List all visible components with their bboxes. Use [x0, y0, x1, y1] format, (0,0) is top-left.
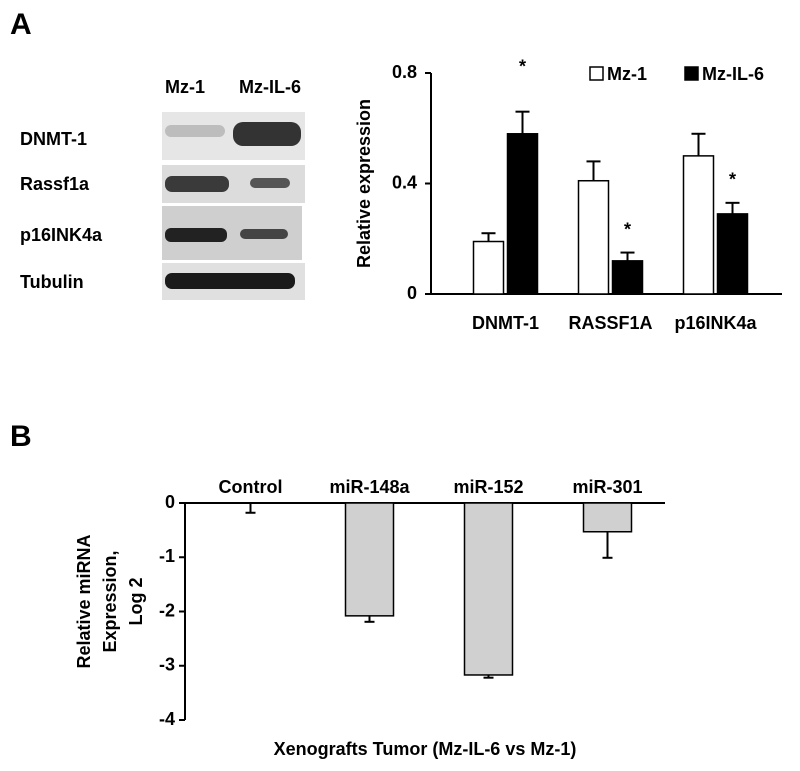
blot-band — [165, 228, 227, 242]
blot-band — [165, 176, 229, 192]
significance-label: * — [729, 170, 736, 190]
legend-label: Mz-IL-6 — [702, 64, 764, 84]
y-axis-title: Relative miRNA — [74, 534, 94, 668]
y-tick-label: -3 — [159, 655, 175, 675]
panel-label: A — [10, 8, 32, 41]
y-tick-label: 0.8 — [392, 62, 417, 82]
bar — [344, 502, 395, 617]
blot-band — [233, 122, 301, 146]
significance-label: * — [519, 56, 526, 76]
legend-swatch — [589, 66, 604, 81]
x-tick-label: miR-148a — [329, 477, 410, 497]
lane-label: Mz-1 — [165, 77, 205, 97]
bar — [682, 155, 715, 295]
blot-band — [165, 125, 225, 137]
y-tick-label: -4 — [159, 709, 175, 729]
y-axis-title: Relative expression — [354, 99, 374, 268]
blot-band — [165, 273, 295, 289]
bar — [506, 133, 539, 295]
blot-row-label: DNMT-1 — [20, 129, 87, 149]
y-tick-label: -1 — [159, 546, 175, 566]
x-tick-label: RASSF1A — [568, 313, 652, 333]
significance-label: * — [624, 219, 631, 239]
x-tick-label: miR-301 — [572, 477, 642, 497]
western-blot: Mz-1 Mz-IL-6 DNMT-1 Rassf1a p16INK4a Tub… — [20, 77, 305, 300]
bar — [611, 260, 644, 295]
bar — [716, 213, 749, 295]
bar — [577, 179, 610, 295]
bar — [472, 240, 505, 295]
x-tick-label: DNMT-1 — [472, 313, 539, 333]
y-tick-label: -2 — [159, 600, 175, 620]
y-tick-label: 0 — [165, 492, 175, 512]
legend-swatch — [684, 66, 699, 81]
x-tick-label: p16INK4a — [674, 313, 757, 333]
y-tick-label: 0 — [407, 283, 417, 303]
bar — [582, 502, 633, 533]
blot-band — [250, 178, 290, 188]
blot-band — [240, 229, 288, 239]
y-axis-title: Log 2 — [126, 578, 146, 626]
panel-label: B — [10, 420, 32, 453]
x-tick-label: miR-152 — [453, 477, 523, 497]
bar — [463, 502, 514, 676]
legend-label: Mz-1 — [607, 64, 647, 84]
blot-row-label: Rassf1a — [20, 174, 90, 194]
y-tick-label: 0.4 — [392, 172, 417, 192]
lane-label: Mz-IL-6 — [239, 77, 301, 97]
x-axis-title: Xenografts Tumor (Mz-IL-6 vs Mz-1) — [274, 739, 577, 759]
blot-row-label: Tubulin — [20, 272, 84, 292]
x-tick-label: Control — [219, 477, 283, 497]
blot-row-label: p16INK4a — [20, 225, 103, 245]
y-axis-title: Expression, — [100, 550, 120, 652]
